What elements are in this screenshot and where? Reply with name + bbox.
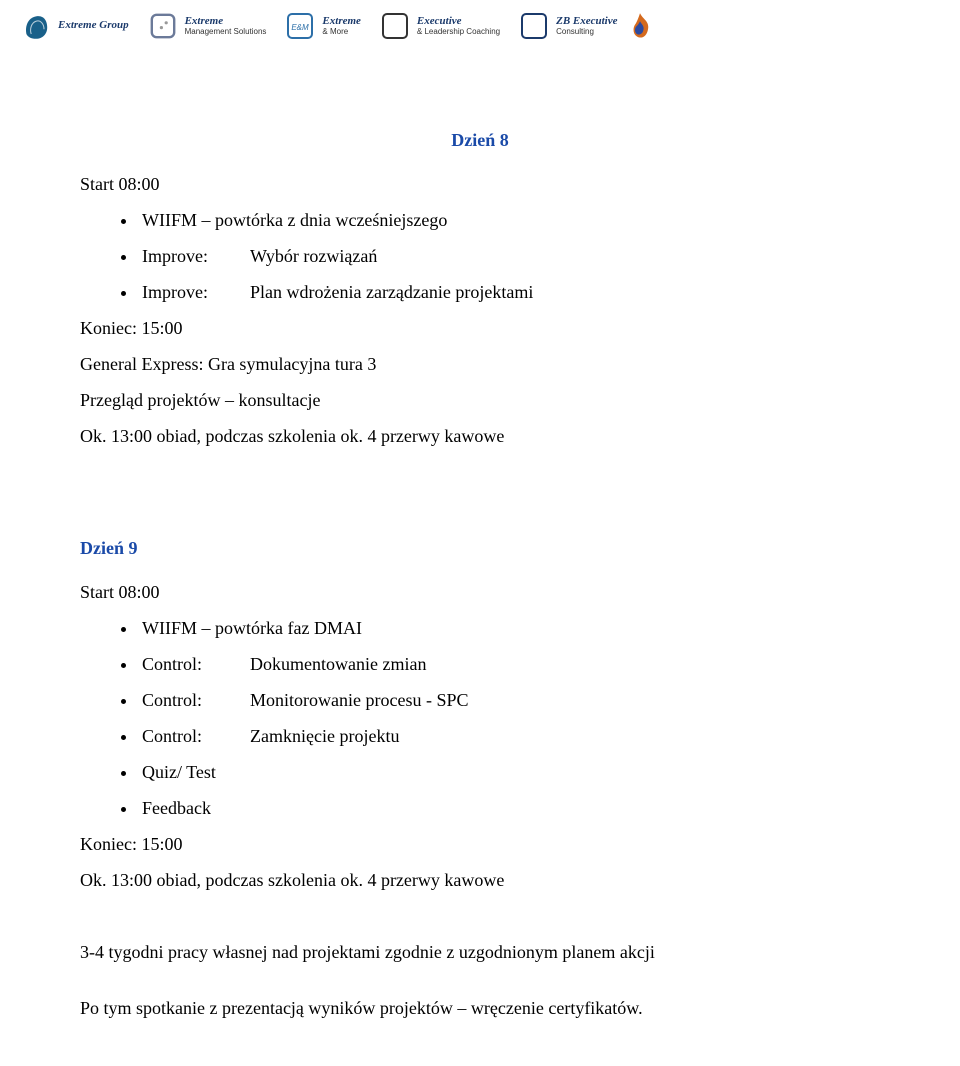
list-item: Feedback bbox=[138, 790, 880, 826]
bullet-text: Feedback bbox=[142, 798, 211, 818]
list-item: Control:Monitorowanie procesu - SPC bbox=[138, 682, 880, 718]
logo-extreme-ms: Extreme Management Solutions bbox=[147, 10, 267, 42]
day9-closing-2: Po tym spotkanie z prezentacją wyników p… bbox=[80, 990, 880, 1026]
day8-bullets: WIIFM – powtórka z dnia wcześniejszego I… bbox=[80, 202, 880, 310]
day8-end: Koniec: 15:00 bbox=[80, 310, 880, 346]
svg-text:E&M: E&M bbox=[292, 23, 310, 32]
day8-start: Start 08:00 bbox=[80, 166, 880, 202]
day8-heading: Dzień 8 bbox=[80, 122, 880, 158]
logo-extreme-group: Extreme Group bbox=[20, 10, 129, 42]
bullet-text: Wybór rozwiązań bbox=[250, 246, 377, 266]
day9-end: Koniec: 15:00 bbox=[80, 826, 880, 862]
document-body: Dzień 8 Start 08:00 WIIFM – powtórka z d… bbox=[0, 52, 960, 1066]
bullet-label: Improve: bbox=[142, 238, 250, 274]
logo-title: ZB Executive bbox=[556, 16, 617, 28]
logo-title: Extreme Group bbox=[58, 20, 129, 32]
logo-title: Extreme bbox=[322, 16, 361, 28]
list-item: Quiz/ Test bbox=[138, 754, 880, 790]
list-item: Control:Dokumentowanie zmian bbox=[138, 646, 880, 682]
bullet-text: WIIFM – powtórka z dnia wcześniejszego bbox=[142, 210, 447, 230]
bullet-label: Control: bbox=[142, 682, 250, 718]
bullet-label: Control: bbox=[142, 718, 250, 754]
list-item: WIIFM – powtórka faz DMAI bbox=[138, 610, 880, 646]
day8-after-3: Ok. 13:00 obiad, podczas szkolenia ok. 4… bbox=[80, 418, 880, 454]
flame-icon bbox=[624, 10, 656, 42]
day9-after-1: Ok. 13:00 obiad, podczas szkolenia ok. 4… bbox=[80, 862, 880, 898]
logo-title: Extreme bbox=[185, 16, 267, 28]
list-item: WIIFM – powtórka z dnia wcześniejszego bbox=[138, 202, 880, 238]
logo-sub: Management Solutions bbox=[185, 28, 267, 36]
day8-after-1: General Express: Gra symulacyjna tura 3 bbox=[80, 346, 880, 382]
list-item: Improve:Wybór rozwiązań bbox=[138, 238, 880, 274]
bullet-text: Quiz/ Test bbox=[142, 762, 216, 782]
logo-extreme-more: E&M Extreme & More bbox=[284, 10, 361, 42]
bullet-label: Control: bbox=[142, 646, 250, 682]
frame-icon: E&M bbox=[284, 10, 316, 42]
logo-executive-coaching: Executive & Leadership Coaching bbox=[379, 10, 500, 42]
day8-after-2: Przegląd projektów – konsultacje bbox=[80, 382, 880, 418]
day9-start: Start 08:00 bbox=[80, 574, 880, 610]
logo-zb-executive: ZB Executive Consulting bbox=[518, 10, 655, 42]
day9-bullets: WIIFM – powtórka faz DMAI Control:Dokume… bbox=[80, 610, 880, 826]
day9-heading: Dzień 9 bbox=[80, 530, 880, 566]
bullet-text: Zamknięcie projektu bbox=[250, 726, 399, 746]
list-item: Improve:Plan wdrożenia zarządzanie proje… bbox=[138, 274, 880, 310]
header-logos: Extreme Group Extreme Management Solutio… bbox=[0, 0, 960, 52]
frame-icon bbox=[518, 10, 550, 42]
logo-sub: & More bbox=[322, 28, 361, 36]
bullet-text: Monitorowanie procesu - SPC bbox=[250, 690, 468, 710]
logo-sub: Consulting bbox=[556, 28, 617, 36]
frame-icon bbox=[379, 10, 411, 42]
list-item: Control:Zamknięcie projektu bbox=[138, 718, 880, 754]
bullet-label: Improve: bbox=[142, 274, 250, 310]
logo-title: Executive bbox=[417, 16, 500, 28]
square-icon bbox=[147, 10, 179, 42]
bullet-text: Dokumentowanie zmian bbox=[250, 654, 426, 674]
logo-sub: & Leadership Coaching bbox=[417, 28, 500, 36]
bullet-text: Plan wdrożenia zarządzanie projektami bbox=[250, 282, 533, 302]
bullet-text: WIIFM – powtórka faz DMAI bbox=[142, 618, 362, 638]
day9-closing-1: 3-4 tygodni pracy własnej nad projektami… bbox=[80, 934, 880, 970]
hand-icon bbox=[20, 10, 52, 42]
